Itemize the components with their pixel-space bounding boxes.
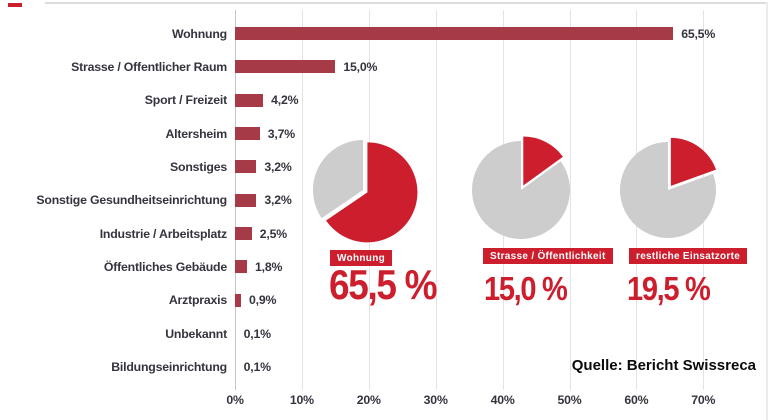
bar-value-label: 3,7% xyxy=(267,126,295,141)
x-axis-tick-label: 0% xyxy=(226,393,244,407)
card-top-border xyxy=(45,2,767,4)
bar xyxy=(235,127,260,141)
source-note: Quelle: Bericht Swissreca xyxy=(571,357,756,374)
bar-value-label: 0,9% xyxy=(249,293,277,308)
pie-badge-label: Strasse / Öffentlichkeit xyxy=(483,248,613,264)
bar-value-label: 0,1% xyxy=(243,326,271,341)
grid-line xyxy=(435,10,437,390)
bar-category-label: Arztpraxis xyxy=(168,293,227,308)
pie-chart xyxy=(313,140,418,243)
bar xyxy=(235,293,242,307)
pie-badge-label: Wohnung xyxy=(330,250,393,266)
bar-category-label: Sport / Freizeit xyxy=(144,93,227,108)
grid-line xyxy=(569,10,571,390)
bar xyxy=(235,260,248,274)
bar xyxy=(235,160,257,174)
bar-category-label: Wohnung xyxy=(171,26,227,41)
red-dash-decoration xyxy=(8,3,22,7)
bar-category-label: Strasse / Offentlicher Raum xyxy=(71,59,227,74)
pie-chart xyxy=(472,136,570,239)
pie-value: 15,0 % xyxy=(484,270,568,307)
bar-value-label: 1,8% xyxy=(255,259,283,274)
bar-value-label: 4,2% xyxy=(271,93,299,108)
bar-category-label: Unbekannt xyxy=(165,326,227,341)
grid-line xyxy=(301,10,303,390)
pie-slice-exploded xyxy=(523,136,563,186)
bar-value-label: 3,2% xyxy=(264,159,292,174)
bar-category-label: Öffentliches Gebäude xyxy=(103,259,227,274)
x-axis-tick-label: 50% xyxy=(557,393,582,407)
x-axis-tick-label: 30% xyxy=(423,393,448,407)
pie-chart xyxy=(620,137,717,238)
bar-value-label: 65,5% xyxy=(681,26,716,41)
pie-slice-rest xyxy=(472,141,570,239)
bar xyxy=(235,60,336,74)
card-right-border xyxy=(766,2,768,420)
x-axis-tick-label: 10% xyxy=(289,393,314,407)
pie-slice-rest xyxy=(620,142,716,238)
bar-category-label: Sonstige Gesundheitseinrichtung xyxy=(36,193,227,208)
bar xyxy=(235,227,252,241)
bar-value-label: 0,1% xyxy=(243,360,271,374)
x-axis-tick-label: 70% xyxy=(691,393,716,407)
bar-value-label: 3,2% xyxy=(264,193,292,208)
pie-slice-rest xyxy=(313,140,363,219)
x-axis-tick-label: 40% xyxy=(490,393,515,407)
x-axis-tick-label: 20% xyxy=(356,393,381,407)
pie-badge-label: restliche Einsatzorte xyxy=(629,248,748,264)
pie-value: 19,5 % xyxy=(627,270,711,307)
pie-slice-exploded xyxy=(670,137,717,186)
bar xyxy=(235,193,257,207)
pie-value: 65,5 % xyxy=(329,261,437,308)
bar xyxy=(235,27,674,40)
bar-category-label: Sonstiges xyxy=(170,159,227,174)
x-axis-tick-label: 60% xyxy=(624,393,649,407)
bar-category-label: Industrie / Arbeitsplatz xyxy=(99,226,227,241)
bar-category-label: Altersheim xyxy=(165,126,227,141)
pie-slice-exploded xyxy=(326,142,418,243)
bar-category-label: Bildungseinrichtung xyxy=(111,360,227,374)
bar-value-label: 2,5% xyxy=(259,226,287,241)
bar xyxy=(235,93,264,107)
bar-value-label: 15,0% xyxy=(343,59,378,74)
